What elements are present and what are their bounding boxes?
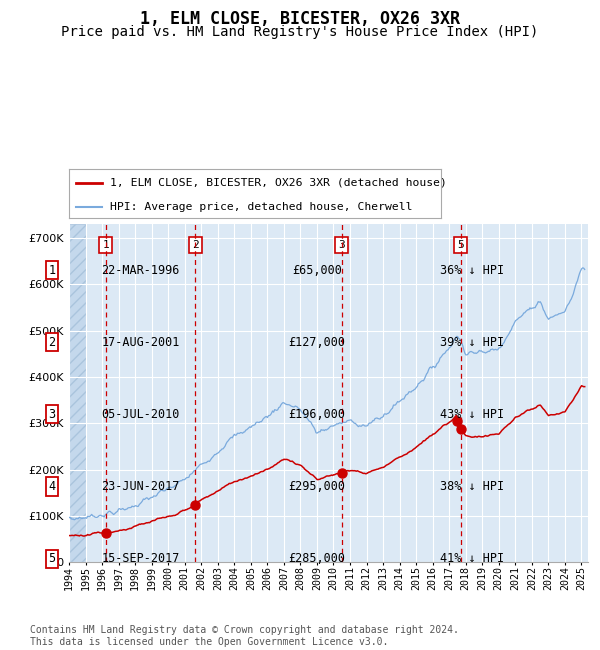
Text: 36% ↓ HPI: 36% ↓ HPI	[440, 264, 503, 277]
Text: 2: 2	[49, 335, 56, 348]
Text: 41% ↓ HPI: 41% ↓ HPI	[440, 552, 503, 566]
Text: 22-MAR-1996: 22-MAR-1996	[101, 264, 179, 277]
Text: 1, ELM CLOSE, BICESTER, OX26 3XR (detached house): 1, ELM CLOSE, BICESTER, OX26 3XR (detach…	[110, 177, 447, 188]
Text: £295,000: £295,000	[289, 480, 346, 493]
Text: £196,000: £196,000	[289, 408, 346, 421]
Text: Price paid vs. HM Land Registry's House Price Index (HPI): Price paid vs. HM Land Registry's House …	[61, 25, 539, 39]
Text: 05-JUL-2010: 05-JUL-2010	[101, 408, 179, 421]
Text: 38% ↓ HPI: 38% ↓ HPI	[440, 480, 503, 493]
Text: 43% ↓ HPI: 43% ↓ HPI	[440, 408, 503, 421]
Text: 5: 5	[49, 552, 56, 566]
Text: 1, ELM CLOSE, BICESTER, OX26 3XR: 1, ELM CLOSE, BICESTER, OX26 3XR	[140, 10, 460, 29]
Text: 1: 1	[103, 240, 109, 250]
Text: £65,000: £65,000	[292, 264, 342, 277]
Text: 3: 3	[338, 240, 345, 250]
Bar	[69, 224, 86, 562]
Text: 4: 4	[49, 480, 56, 493]
Text: 1: 1	[49, 264, 56, 277]
Text: 23-JUN-2017: 23-JUN-2017	[101, 480, 179, 493]
Text: 39% ↓ HPI: 39% ↓ HPI	[440, 335, 503, 348]
Text: £127,000: £127,000	[289, 335, 346, 348]
Text: 2: 2	[192, 240, 199, 250]
Text: £285,000: £285,000	[289, 552, 346, 566]
Text: 3: 3	[49, 408, 56, 421]
Text: HPI: Average price, detached house, Cherwell: HPI: Average price, detached house, Cher…	[110, 202, 412, 212]
Text: Contains HM Land Registry data © Crown copyright and database right 2024.
This d: Contains HM Land Registry data © Crown c…	[30, 625, 459, 647]
Text: 5: 5	[458, 240, 464, 250]
Text: 17-AUG-2001: 17-AUG-2001	[101, 335, 179, 348]
Bar	[69, 224, 86, 562]
Text: 15-SEP-2017: 15-SEP-2017	[101, 552, 179, 566]
